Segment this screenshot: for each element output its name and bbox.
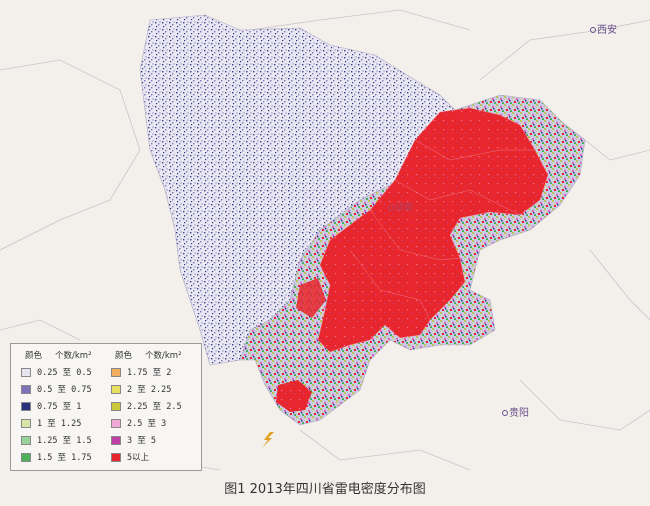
county-borders — [349, 139, 535, 321]
city-marker-icon — [388, 204, 394, 211]
legend-label: 1.5 至 1.75 — [37, 453, 92, 463]
legend-label: 0.25 至 0.5 — [37, 368, 92, 378]
legend-header-count-right: 个数/km² — [145, 351, 182, 361]
legend-label: 2.25 至 2.5 — [127, 402, 182, 412]
legend-label: 0.5 至 0.75 — [37, 385, 92, 395]
region-high-density — [317, 107, 549, 353]
legend-swatch — [21, 436, 31, 445]
legend-swatch — [111, 436, 121, 445]
legend-swatch — [111, 385, 121, 394]
map-figure — [0, 9, 650, 470]
legend-item: 1 至 1.25 — [21, 418, 81, 430]
legend-item: 0.25 至 0.5 — [21, 367, 92, 379]
legend-swatch — [111, 368, 121, 377]
legend-swatch — [111, 402, 121, 411]
city-label-guiyang: 贵阳 — [502, 404, 529, 419]
legend-swatch — [21, 419, 31, 428]
city-marker-icon — [502, 410, 508, 416]
legend-label: 3 至 5 — [127, 436, 156, 446]
legend-label: 2 至 2.25 — [127, 385, 172, 395]
map-legend: 颜色 个数/km² 颜色 个数/km² 0.25 至 0.5 0.5 至 0.75… — [10, 343, 202, 471]
legend-item: 1.75 至 2 — [111, 367, 171, 379]
legend-item: 1.25 至 1.5 — [21, 435, 92, 447]
legend-item: 2.5 至 3 — [111, 418, 166, 430]
legend-label: 1.75 至 2 — [127, 368, 172, 378]
city-label-chengdu: 成都 — [388, 200, 413, 213]
legend-header-count-left: 个数/km² — [55, 351, 92, 361]
lightning-icon — [262, 432, 274, 448]
legend-item: 0.5 至 0.75 — [21, 384, 92, 396]
region-high-density-patch — [296, 278, 326, 318]
legend-label: 1.25 至 1.5 — [37, 436, 92, 446]
legend-item: 0.75 至 1 — [21, 401, 81, 413]
legend-item: 3 至 5 — [111, 435, 156, 447]
legend-item: 2.25 至 2.5 — [111, 401, 182, 413]
legend-item: 5以上 — [111, 452, 149, 464]
legend-swatch — [21, 368, 31, 377]
legend-item: 1.5 至 1.75 — [21, 452, 92, 464]
legend-header-color-right: 颜色 — [115, 351, 133, 361]
legend-label: 5以上 — [127, 453, 150, 463]
legend-swatch — [21, 385, 31, 394]
legend-swatch — [111, 419, 121, 428]
legend-item: 2 至 2.25 — [111, 384, 171, 396]
city-marker-icon — [590, 27, 596, 33]
legend-label: 1 至 1.25 — [37, 419, 82, 429]
city-label-xian: 西安 — [590, 21, 617, 36]
legend-swatch — [21, 402, 31, 411]
figure-caption: 图1 2013年四川省雷电密度分布图 — [224, 482, 426, 497]
region-high-density-south — [276, 380, 312, 412]
legend-swatch — [111, 453, 121, 462]
legend-label: 2.5 至 3 — [127, 419, 167, 429]
legend-label: 0.75 至 1 — [37, 402, 82, 412]
legend-header-color-left: 颜色 — [25, 351, 43, 361]
legend-swatch — [21, 453, 31, 462]
